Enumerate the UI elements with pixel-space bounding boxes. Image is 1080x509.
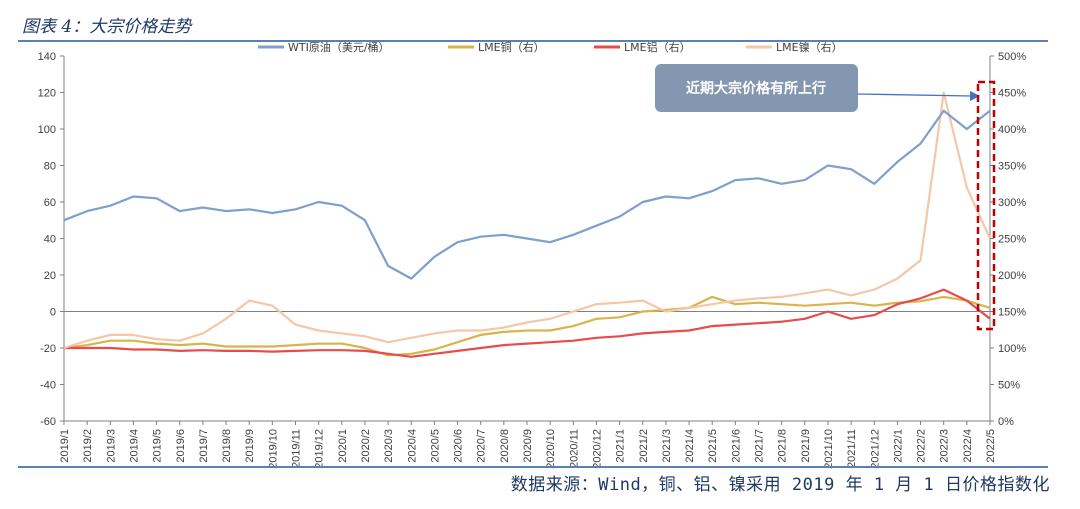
- x-tick-label: 2021/4: [684, 429, 696, 463]
- x-tick-label: 2022/5: [985, 429, 997, 463]
- right-tick-label: 100%: [998, 343, 1026, 355]
- x-tick-label: 2019/3: [105, 429, 117, 463]
- x-tick-label: 2019/8: [221, 429, 233, 463]
- right-tick-label: 400%: [998, 124, 1026, 136]
- x-tick-label: 2019/7: [198, 429, 210, 463]
- x-tick-label: 2020/6: [453, 429, 465, 463]
- left-tick-label: -20: [40, 343, 56, 355]
- x-tick-label: 2020/3: [383, 429, 395, 463]
- x-tick-label: 2021/2: [638, 429, 650, 463]
- x-tick-label: 2019/4: [128, 429, 140, 463]
- right-tick-label: 0%: [998, 416, 1014, 428]
- left-tick-label: 100: [38, 124, 56, 136]
- x-tick-label: 2019/6: [175, 429, 187, 463]
- callout-text: 近期大宗价格有所上行: [686, 80, 826, 97]
- x-tick-label: 2021/5: [707, 429, 719, 463]
- x-axis: 2019/1 2019/2 2019/3 2019/4 2019/5 2019/6 2019…: [59, 311, 997, 469]
- series-line-3: [63, 91, 992, 350]
- left-tick-label: 60: [44, 197, 56, 209]
- callout: 近期大宗价格有所上行: [655, 64, 996, 331]
- callout-arrow: [857, 93, 973, 97]
- x-tick-label: 2020/9: [522, 429, 534, 463]
- left-tick-label: -60: [40, 416, 56, 428]
- x-tick-label: 2020/5: [429, 429, 441, 463]
- right-axis: 0% 50% 100% 150% 200% 250% 300% 350% 400% 450% 500…: [989, 51, 1026, 428]
- x-tick-label: 2019/11: [291, 429, 303, 468]
- left-axis: -60 -40 -20 0 20 40 60 80 100 120 140: [38, 51, 65, 428]
- left-tick-label: 80: [44, 161, 56, 173]
- callout-box: [655, 64, 858, 112]
- x-tick-label: 2019/12: [314, 429, 326, 469]
- left-tick-label: 0: [50, 307, 56, 319]
- figure-title: 图表 4：大宗价格走势: [22, 17, 192, 37]
- x-tick-label: 2019/1: [59, 429, 71, 463]
- left-tick-label: 120: [38, 88, 56, 100]
- series-line-2: [64, 288, 991, 358]
- top-rule: [18, 40, 1048, 42]
- x-tick-label: 2021/3: [661, 429, 673, 463]
- legend-label: LME镍（右）: [776, 40, 843, 54]
- x-tick-label: 2022/2: [916, 429, 928, 463]
- x-tick-label: 2022/1: [892, 429, 904, 463]
- x-tick-label: 2020/1: [337, 429, 349, 463]
- x-tick-label: 2019/5: [152, 429, 164, 463]
- x-tick-label: 2021/11: [846, 429, 858, 468]
- x-tick-label: 2019/10: [267, 429, 279, 469]
- series-line-1: [63, 295, 991, 357]
- x-tick-label: 2019/2: [82, 429, 94, 463]
- x-tick-label: 2020/11: [568, 429, 580, 468]
- right-tick-label: 300%: [998, 197, 1026, 209]
- right-tick-label: 500%: [998, 51, 1026, 63]
- source-note: 数据来源：Wind，铜、铝、镍采用 2019 年 1 月 1 日价格指数化: [510, 475, 1050, 495]
- x-tick-label: 2021/10: [823, 429, 835, 469]
- x-tick-label: 2020/4: [406, 429, 418, 463]
- x-tick-label: 2021/8: [777, 429, 789, 463]
- right-tick-label: 450%: [998, 88, 1026, 100]
- x-tick-label: 2020/8: [499, 429, 511, 463]
- x-tick-label: 2021/6: [730, 429, 742, 463]
- series-line-0: [63, 109, 991, 280]
- x-tick-label: 2022/4: [962, 429, 974, 463]
- legend-label: WTI原油（美元/桶）: [288, 40, 390, 54]
- legend: WTI原油（美元/桶） LME铜（右） LME铝（右） LME镍（右）: [258, 40, 843, 54]
- x-tick-label: 2021/12: [869, 429, 881, 469]
- right-tick-label: 350%: [998, 161, 1026, 173]
- right-tick-label: 250%: [998, 234, 1026, 246]
- x-tick-label: 2020/7: [476, 429, 488, 463]
- callout-arrowhead: [970, 91, 980, 101]
- series-layer: [63, 91, 992, 358]
- left-tick-label: 20: [44, 270, 56, 282]
- x-tick-label: 2021/9: [800, 429, 812, 463]
- highlight-box: [976, 80, 996, 331]
- x-tick-label: 2019/9: [244, 429, 256, 463]
- left-tick-label: -40: [40, 380, 56, 392]
- x-tick-label: 2020/10: [545, 429, 557, 469]
- legend-label: LME铝（右）: [624, 40, 691, 54]
- x-tick-label: 2022/3: [939, 429, 951, 463]
- x-tick-label: 2021/7: [754, 429, 766, 463]
- bottom-rule: [18, 466, 1048, 468]
- left-tick-label: 140: [38, 51, 56, 63]
- x-tick-label: 2020/12: [591, 429, 603, 469]
- left-tick-label: 40: [44, 234, 56, 246]
- right-tick-label: 150%: [998, 307, 1026, 319]
- x-tick-label: 2020/2: [360, 429, 372, 463]
- right-tick-label: 50%: [998, 380, 1020, 392]
- x-tick-label: 2021/1: [615, 429, 627, 463]
- legend-label: LME铜（右）: [478, 40, 545, 54]
- right-tick-label: 200%: [998, 270, 1026, 282]
